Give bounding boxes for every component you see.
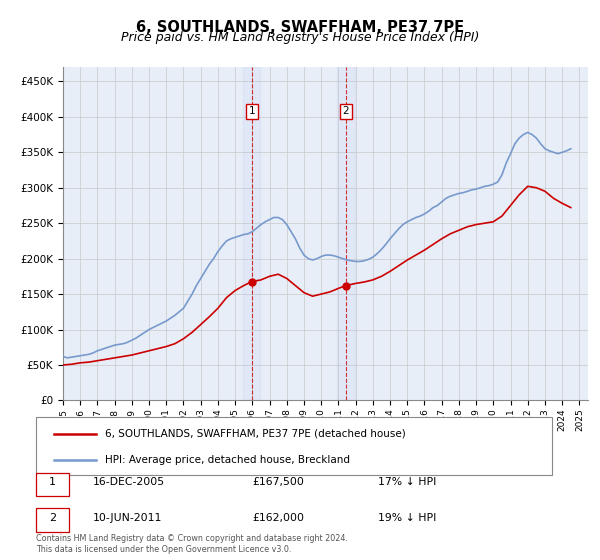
Text: HPI: Average price, detached house, Breckland: HPI: Average price, detached house, Brec… xyxy=(105,455,350,465)
Text: Contains HM Land Registry data © Crown copyright and database right 2024.
This d: Contains HM Land Registry data © Crown c… xyxy=(36,534,348,554)
Text: 2: 2 xyxy=(343,106,349,116)
Text: Price paid vs. HM Land Registry's House Price Index (HPI): Price paid vs. HM Land Registry's House … xyxy=(121,31,479,44)
Text: 19% ↓ HPI: 19% ↓ HPI xyxy=(378,512,436,522)
Text: 16-DEC-2005: 16-DEC-2005 xyxy=(93,477,165,487)
Text: £162,000: £162,000 xyxy=(252,512,304,522)
Text: 6, SOUTHLANDS, SWAFFHAM, PE37 7PE (detached house): 6, SOUTHLANDS, SWAFFHAM, PE37 7PE (detac… xyxy=(105,429,406,438)
Bar xyxy=(337,67,355,400)
Text: 1: 1 xyxy=(49,477,56,487)
Text: 1: 1 xyxy=(248,106,255,116)
Bar xyxy=(243,67,260,400)
Text: 17% ↓ HPI: 17% ↓ HPI xyxy=(378,477,436,487)
Text: 6, SOUTHLANDS, SWAFFHAM, PE37 7PE: 6, SOUTHLANDS, SWAFFHAM, PE37 7PE xyxy=(136,20,464,35)
Bar xyxy=(36,473,69,496)
Text: 2: 2 xyxy=(49,512,56,522)
Bar xyxy=(36,508,69,531)
Text: 10-JUN-2011: 10-JUN-2011 xyxy=(93,512,163,522)
Bar xyxy=(36,417,552,475)
Text: £167,500: £167,500 xyxy=(252,477,304,487)
